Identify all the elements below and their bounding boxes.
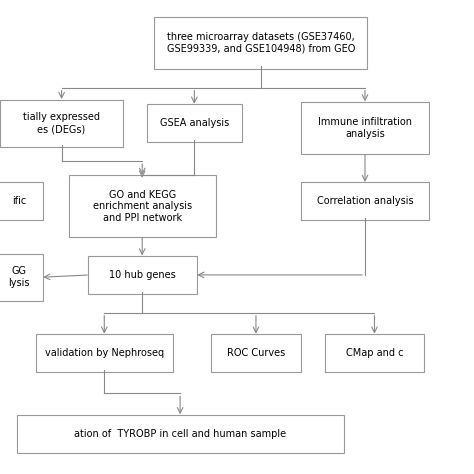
Text: GO and KEGG
enrichment analysis
and PPI network: GO and KEGG enrichment analysis and PPI …	[92, 190, 192, 223]
FancyBboxPatch shape	[147, 104, 242, 142]
FancyBboxPatch shape	[17, 415, 344, 453]
Text: GSEA analysis: GSEA analysis	[160, 118, 229, 128]
Text: validation by Nephroseq: validation by Nephroseq	[45, 348, 164, 358]
FancyBboxPatch shape	[211, 334, 301, 372]
FancyBboxPatch shape	[0, 182, 43, 220]
FancyBboxPatch shape	[301, 102, 429, 154]
Text: Correlation analysis: Correlation analysis	[317, 196, 413, 207]
Text: ation of  TYROBP in cell and human sample: ation of TYROBP in cell and human sample	[74, 428, 286, 439]
Text: CMap and c: CMap and c	[346, 348, 403, 358]
FancyBboxPatch shape	[88, 256, 197, 294]
Text: Immune infiltration
analysis: Immune infiltration analysis	[318, 117, 412, 139]
Text: 10 hub genes: 10 hub genes	[109, 270, 175, 280]
Text: GG
lysis: GG lysis	[8, 266, 30, 288]
FancyBboxPatch shape	[0, 254, 43, 301]
FancyBboxPatch shape	[69, 175, 216, 237]
FancyBboxPatch shape	[154, 17, 367, 69]
FancyBboxPatch shape	[301, 182, 429, 220]
Text: three microarray datasets (GSE37460,
GSE99339, and GSE104948) from GEO: three microarray datasets (GSE37460, GSE…	[166, 32, 355, 54]
FancyBboxPatch shape	[36, 334, 173, 372]
FancyBboxPatch shape	[0, 100, 123, 147]
Text: ROC Curves: ROC Curves	[227, 348, 285, 358]
Text: tially expressed
es (DEGs): tially expressed es (DEGs)	[23, 112, 100, 134]
Text: ific: ific	[12, 196, 26, 207]
FancyBboxPatch shape	[325, 334, 424, 372]
